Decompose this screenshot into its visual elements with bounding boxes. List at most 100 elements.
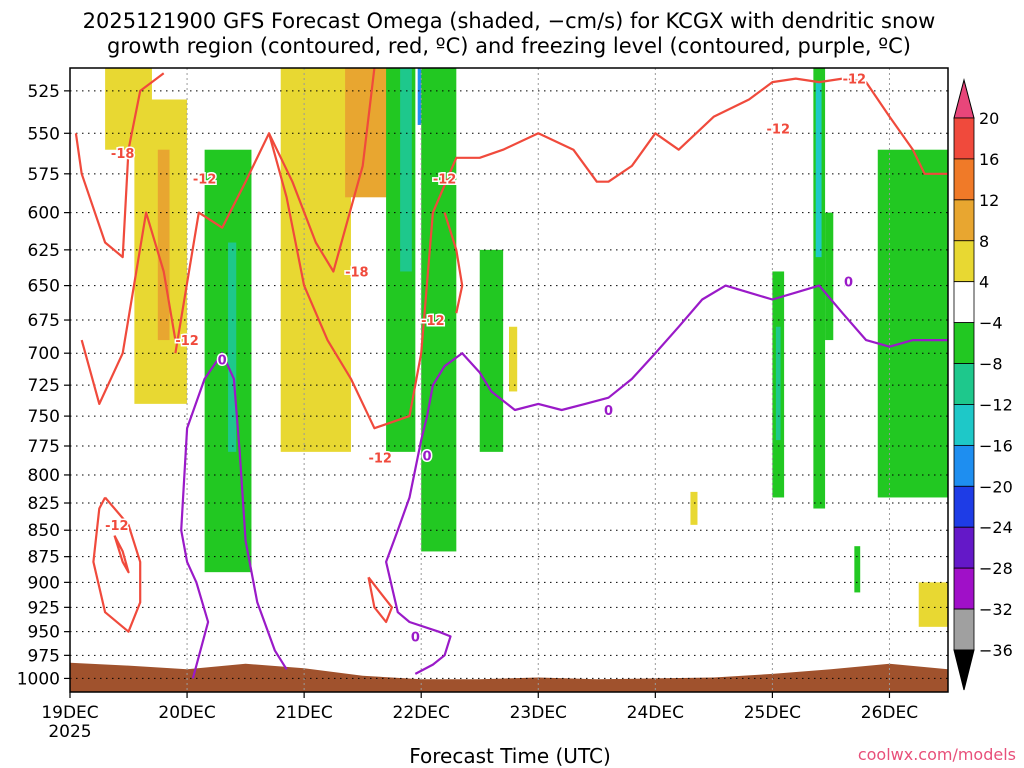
y-tick-label: 700 xyxy=(28,344,60,364)
freezing-level-contour-line xyxy=(385,284,948,675)
y-tick-label: 725 xyxy=(28,376,60,396)
contour-label: -12 xyxy=(767,122,791,137)
contour-label: -12 xyxy=(193,173,217,188)
dgz-contour-line xyxy=(174,77,948,430)
y-tick-label: 650 xyxy=(28,277,60,297)
contour-label: -12 xyxy=(843,73,867,88)
contours xyxy=(74,67,948,679)
x-axis-label: Forecast Time (UTC) xyxy=(409,744,611,768)
y-tick-label: 825 xyxy=(28,494,60,514)
omega-patch xyxy=(509,326,518,392)
colorbar-segment xyxy=(953,363,975,405)
colorbar-tick-label: −16 xyxy=(979,436,1013,455)
contour-labels: -18 -12 -12 -18 -12 -12 -12 -12 -12 -12 0 0 0 0 0 xyxy=(104,71,868,647)
x-tick-label: 20DEC xyxy=(158,703,215,723)
x-tick-label: 26DEC xyxy=(861,703,918,723)
omega-patch xyxy=(280,68,351,452)
x-tick-year: 2025 xyxy=(48,722,91,742)
colorbar-segment xyxy=(953,567,975,610)
omega-patch xyxy=(877,149,948,498)
contour-label: 0 xyxy=(604,404,613,419)
y-tick-label: 750 xyxy=(28,407,60,427)
title-line-2: growth region (contoured, red, ºC) and f… xyxy=(107,34,911,58)
terrain-area xyxy=(70,662,948,692)
axes: 525 550 575 600 625 650 675 700 725 750 775 800 825 8… xyxy=(17,67,949,742)
dgz-contour-line xyxy=(92,496,142,633)
contour-label: 0 xyxy=(411,630,420,645)
x-tick-label: 23DEC xyxy=(510,703,567,723)
contour-label: -12 xyxy=(175,334,199,349)
contour-label: -12 xyxy=(421,314,445,329)
contour-label: -18 xyxy=(111,147,135,162)
y-tick-label: 875 xyxy=(28,548,60,568)
x-tick-label: 22DEC xyxy=(393,703,450,723)
omega-patch xyxy=(157,149,170,341)
freezing-level-contour-line xyxy=(180,352,288,679)
omega-patch xyxy=(918,582,948,627)
omega-patch xyxy=(690,491,698,525)
dgz-contour-line xyxy=(113,535,130,574)
terrain-fill xyxy=(70,662,948,692)
colorbar-tick-label: −12 xyxy=(979,395,1013,414)
omega-patch xyxy=(854,546,861,593)
colorbar-tick-label: 20 xyxy=(979,109,999,128)
x-tick-label: 21DEC xyxy=(275,703,332,723)
contour-label: -12 xyxy=(433,173,457,188)
contour-label: 0 xyxy=(423,449,432,464)
y-tick-label: 850 xyxy=(28,521,60,541)
colorbar-segment xyxy=(953,199,975,242)
y-tick-label: 925 xyxy=(28,598,60,618)
colorbar-segment xyxy=(953,240,975,283)
y-tick-label: 1000 xyxy=(17,669,60,689)
omega-patch xyxy=(813,68,826,509)
omega-patch xyxy=(815,82,822,258)
dgz-contour-line xyxy=(268,67,376,273)
y-tick-label: 625 xyxy=(28,241,60,261)
colorbar-segment xyxy=(953,322,975,364)
colorbar-tick-label: −36 xyxy=(979,641,1013,660)
y-tick-label: 525 xyxy=(28,82,60,102)
dgz-contour-line xyxy=(367,576,393,624)
colorbar-tick-label: 12 xyxy=(979,191,999,210)
omega-patch xyxy=(345,68,392,198)
omega-patch xyxy=(775,326,781,441)
chart-title: 2025121900 GFS Forecast Omega (shaded, −… xyxy=(83,9,936,58)
omega-patch xyxy=(228,242,237,452)
colorbar-tick-label: 16 xyxy=(979,150,999,169)
omega-patch xyxy=(825,212,834,341)
colorbar-segment xyxy=(953,444,975,487)
omega-patch xyxy=(400,68,412,272)
colorbar-tick-label: −32 xyxy=(979,600,1013,619)
y-tick-label: 800 xyxy=(28,466,60,486)
colorbar-segment xyxy=(953,281,975,324)
y-tick-label: 900 xyxy=(28,573,60,593)
grid-lines xyxy=(70,68,948,692)
colorbar-segment xyxy=(953,526,975,569)
colorbar-tick-label: −28 xyxy=(979,559,1013,578)
y-tick-label: 675 xyxy=(28,311,60,331)
y-tick-label: 950 xyxy=(28,623,60,643)
y-tick-label: 550 xyxy=(28,124,60,144)
title-line-1: 2025121900 GFS Forecast Omega (shaded, −… xyxy=(83,9,936,33)
colorbar-segment xyxy=(953,608,975,651)
colorbar-segment xyxy=(953,485,975,528)
x-tick-label: 25DEC xyxy=(744,703,801,723)
x-tick-label: 24DEC xyxy=(627,703,684,723)
y-tick-label: 975 xyxy=(28,646,60,666)
credit-text: coolwx.com/models xyxy=(858,745,1016,764)
y-tick-label: 775 xyxy=(28,437,60,457)
colorbar-tick-label: −8 xyxy=(979,355,1003,374)
colorbar: 20 16 12 8 4 −4 −8 −12 −16 −20 −24 −28 −32 −36 xyxy=(953,78,1013,691)
colorbar-tick-label: −20 xyxy=(979,477,1013,496)
contour-label: -12 xyxy=(105,519,129,534)
colorbar-top-arrow xyxy=(953,78,975,119)
contour-label: -18 xyxy=(345,265,369,280)
contour-label: 0 xyxy=(218,354,227,369)
contour-label: -12 xyxy=(368,452,392,467)
colorbar-tick-label: 8 xyxy=(979,232,989,251)
dgz-contour-line xyxy=(443,212,464,314)
y-tick-label: 575 xyxy=(28,165,60,185)
colorbar-segment xyxy=(953,158,975,201)
plot-frame xyxy=(69,67,949,693)
